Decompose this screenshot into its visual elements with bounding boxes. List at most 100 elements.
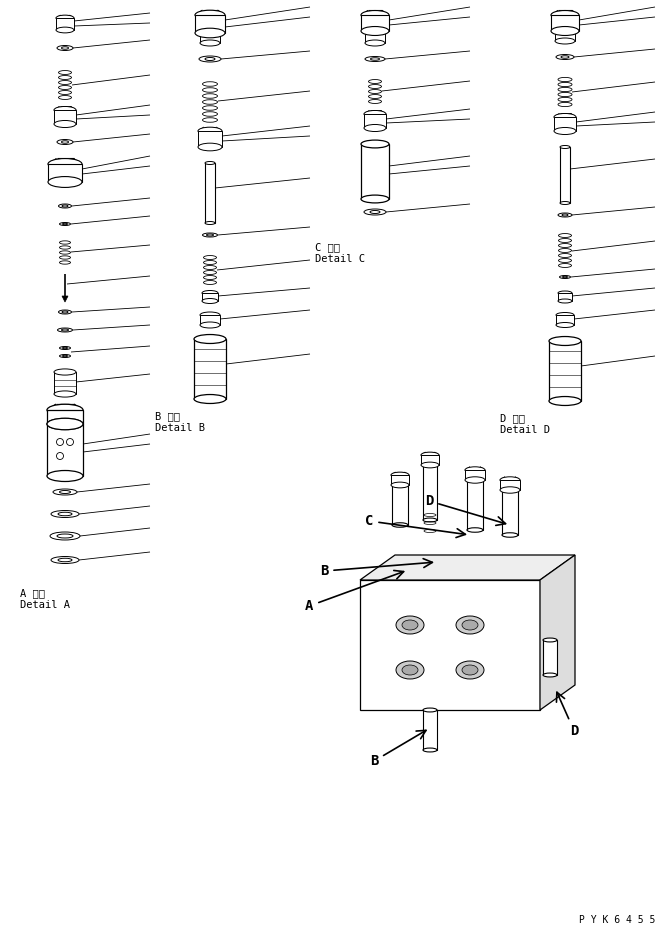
Ellipse shape (51, 511, 79, 517)
Text: B: B (320, 558, 432, 578)
Bar (194, 339, 226, 399)
Ellipse shape (467, 478, 483, 482)
Bar (554, 117, 576, 131)
Bar (465, 470, 485, 480)
Bar (47, 410, 83, 424)
Ellipse shape (47, 418, 83, 430)
Ellipse shape (200, 40, 220, 46)
Ellipse shape (58, 310, 72, 314)
Ellipse shape (47, 404, 83, 416)
Polygon shape (62, 296, 68, 302)
Ellipse shape (462, 620, 478, 630)
Bar (54, 110, 76, 124)
Bar (365, 31, 385, 43)
Ellipse shape (554, 114, 576, 120)
Ellipse shape (200, 30, 220, 36)
Text: D: D (425, 494, 506, 526)
Ellipse shape (456, 616, 484, 634)
Bar (558, 293, 572, 301)
Ellipse shape (423, 708, 437, 712)
Text: B 詳細: B 詳細 (155, 411, 180, 421)
Ellipse shape (462, 665, 478, 675)
Ellipse shape (392, 483, 408, 487)
Ellipse shape (456, 661, 484, 679)
Bar (392, 485, 408, 525)
Ellipse shape (392, 523, 408, 528)
Bar (361, 144, 389, 199)
Bar (549, 341, 581, 401)
Ellipse shape (391, 473, 409, 478)
Bar (361, 15, 389, 31)
Ellipse shape (558, 299, 572, 303)
Ellipse shape (364, 125, 386, 131)
Ellipse shape (200, 312, 220, 318)
Ellipse shape (555, 38, 575, 44)
Bar (543, 640, 557, 675)
Ellipse shape (361, 140, 389, 148)
Ellipse shape (500, 487, 520, 493)
Ellipse shape (371, 58, 379, 61)
Ellipse shape (543, 638, 557, 642)
Ellipse shape (194, 394, 226, 404)
Ellipse shape (62, 329, 68, 331)
Ellipse shape (560, 145, 570, 148)
Text: Detail A: Detail A (20, 600, 70, 610)
Ellipse shape (364, 209, 386, 215)
Bar (200, 33, 220, 43)
Ellipse shape (54, 120, 76, 128)
Text: C: C (365, 514, 466, 538)
Ellipse shape (57, 140, 73, 144)
Ellipse shape (558, 291, 572, 295)
Ellipse shape (198, 127, 222, 135)
Bar (200, 315, 220, 325)
Text: Detail D: Detail D (500, 425, 550, 435)
Ellipse shape (62, 205, 68, 207)
Ellipse shape (465, 467, 485, 473)
Ellipse shape (58, 328, 72, 332)
Ellipse shape (465, 477, 485, 483)
Text: Detail B: Detail B (155, 423, 205, 433)
Bar (500, 480, 520, 490)
Ellipse shape (396, 616, 424, 634)
Bar (391, 475, 409, 485)
Bar (556, 315, 574, 325)
Bar (421, 455, 439, 465)
Ellipse shape (361, 26, 389, 35)
Ellipse shape (194, 335, 226, 344)
Ellipse shape (549, 336, 581, 346)
Ellipse shape (51, 556, 79, 564)
Ellipse shape (556, 54, 574, 60)
Text: A 詳細: A 詳細 (20, 588, 45, 598)
Ellipse shape (58, 513, 72, 515)
Ellipse shape (402, 665, 418, 675)
Bar (56, 18, 74, 30)
Ellipse shape (48, 158, 82, 170)
Ellipse shape (365, 28, 385, 34)
Polygon shape (360, 555, 575, 580)
Ellipse shape (48, 176, 82, 187)
Ellipse shape (205, 222, 215, 225)
Ellipse shape (50, 532, 80, 540)
Ellipse shape (421, 462, 439, 468)
Bar (202, 293, 218, 301)
Bar (364, 114, 386, 128)
Text: D: D (557, 692, 578, 738)
Ellipse shape (500, 477, 520, 483)
Ellipse shape (202, 233, 218, 237)
Bar (47, 424, 83, 476)
Ellipse shape (205, 161, 215, 165)
Ellipse shape (57, 46, 73, 50)
Text: A: A (305, 570, 403, 613)
Ellipse shape (62, 355, 68, 357)
Ellipse shape (47, 471, 83, 482)
Ellipse shape (370, 211, 380, 213)
Bar (502, 490, 518, 535)
Bar (551, 15, 579, 31)
Ellipse shape (58, 204, 72, 208)
Ellipse shape (423, 748, 437, 752)
Ellipse shape (562, 214, 568, 216)
Ellipse shape (57, 534, 73, 538)
Bar (54, 372, 76, 394)
Ellipse shape (467, 528, 483, 532)
Ellipse shape (423, 518, 437, 522)
